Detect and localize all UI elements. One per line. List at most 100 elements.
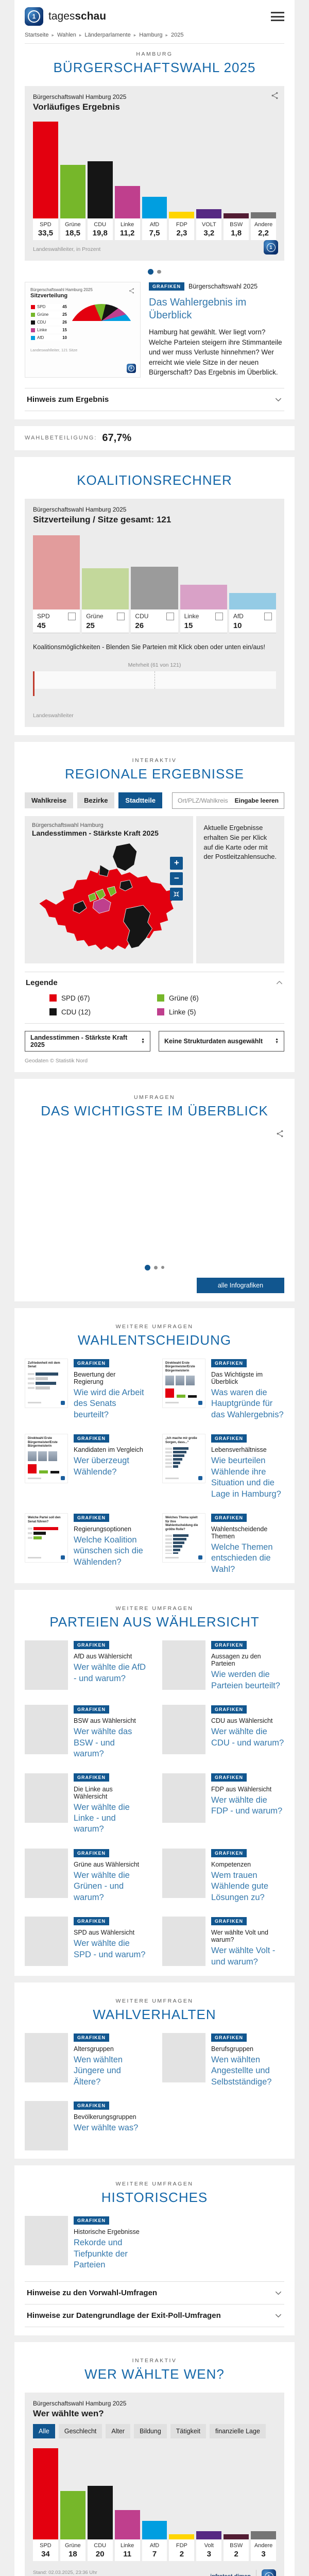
teaser-thumbnail[interactable]: Direktwahl Erste Bürgermeister/Erste Bür…	[162, 1358, 205, 1408]
teaser-thumbnail[interactable]	[162, 1773, 205, 1823]
breadcrumb-item[interactable]: Hamburg	[134, 32, 162, 38]
bar	[33, 2448, 58, 2539]
carousel-dot[interactable]	[153, 1265, 158, 1270]
breadcrumb-item[interactable]: Länderparlamente	[79, 32, 130, 38]
teaser-thumbnail[interactable]: Welche Partei soll den Senat führen?	[25, 1513, 68, 1563]
group-tab[interactable]: Tätigkeit	[170, 2424, 207, 2438]
results-carousel-dots[interactable]	[25, 269, 284, 275]
teaser-thumbnail[interactable]	[25, 1917, 68, 1967]
group-tab[interactable]: Alle	[33, 2424, 55, 2438]
accordion-row[interactable]: Hinweise zur Datengrundlage der Exit-Pol…	[25, 2304, 284, 2327]
teaser-thumbnail[interactable]: Welches Thema spielt für Ihre Wahlentsch…	[162, 1513, 205, 1563]
umfragen-carousel-dots[interactable]	[25, 1264, 284, 1270]
teaser-thumbnail[interactable]	[162, 1640, 205, 1690]
chart-column-SPD[interactable]: SPD 45	[33, 533, 80, 633]
teaser-headline-link[interactable]: Wer wählte die FDP - und warum?	[211, 1795, 283, 1816]
teaser-thumbnail[interactable]	[162, 1705, 205, 1755]
plz-search-input[interactable]: Ort/PLZ/Wahlkreis Eingabe leeren	[172, 792, 284, 809]
group-tab[interactable]: finanzielle Lage	[210, 2424, 266, 2438]
share-icon[interactable]	[128, 287, 135, 294]
party-checkbox[interactable]	[68, 612, 76, 620]
share-icon[interactable]	[270, 91, 279, 100]
teaser-kicker: Die Linke aus Wählersicht	[74, 1785, 113, 1800]
teaser-headline-link[interactable]: Wer wählte die CDU - und warum?	[211, 1727, 284, 1748]
zoom-in-button[interactable]: +	[170, 856, 183, 870]
historisches-section: Weitere Umfragen HISTORISCHES GRAFIKEN H…	[14, 2165, 295, 2335]
coalition-bar-chart[interactable]: SPD 45 Grüne 25 CDU 26 Linke 15 AfD 10	[33, 533, 277, 633]
fit-view-button[interactable]	[170, 887, 183, 901]
teaser-headline-link[interactable]: Wer wählte was?	[74, 2123, 139, 2133]
region-tab[interactable]: Stadtteile	[118, 792, 162, 809]
zoom-out-button[interactable]: −	[170, 872, 183, 885]
teaser-headline-link[interactable]: Wem trauen Wählende gute Lösungen zu?	[211, 1870, 268, 1902]
clear-input-button[interactable]: Eingabe leeren	[234, 796, 279, 804]
region-tab[interactable]: Wahlkreise	[25, 792, 74, 809]
chart-column-Linke[interactable]: Linke 15	[180, 533, 227, 633]
party-checkbox[interactable]	[215, 612, 223, 620]
infratest-dimap-logo: infratest dimap	[210, 2573, 251, 2576]
teaser-headline-link[interactable]: Rekorde und Tiefpunkte der Parteien	[74, 2238, 128, 2270]
teaser-headline-link[interactable]: Wer wählte die Grünen - und warum?	[74, 1870, 130, 1902]
teaser-headline-link[interactable]: Wer wählte die SPD - und warum?	[74, 1939, 146, 1959]
teaser-headline-link[interactable]: Wer wählte die Linke - und warum?	[74, 1802, 130, 1834]
chart-column-Grüne[interactable]: Grüne 25	[82, 533, 129, 633]
teaser-thumbnail[interactable]	[162, 1848, 205, 1898]
region-tab[interactable]: Bezirke	[77, 792, 115, 809]
group-tab[interactable]: Alter	[106, 2424, 131, 2438]
breadcrumb-item[interactable]: 2025	[166, 32, 183, 38]
teaser-thumbnail[interactable]	[25, 2033, 68, 2082]
teaser-headline-link[interactable]: Wen wählten Angestellte und Selbstständi…	[211, 2055, 272, 2087]
structure-data-select[interactable]: Keine Strukturdaten ausgewählt ▲ ▼	[159, 1030, 284, 1052]
teaser-thumbnail[interactable]	[162, 1917, 205, 1967]
carousel-dot-active[interactable]	[144, 1264, 150, 1270]
accordion-hinweis-ergebnis[interactable]: Hinweis zum Ergebnis	[25, 387, 284, 411]
teaser-headline-link[interactable]: Welche Themen entschieden die Wahl?	[211, 1543, 273, 1574]
breadcrumb-item[interactable]: Wahlen	[52, 32, 76, 38]
carousel-dot-active[interactable]	[148, 269, 154, 275]
page-title: BÜRGERSCHAFTSWAHL 2025	[53, 60, 256, 75]
teaser-thumbnail[interactable]	[162, 2033, 205, 2082]
carousel-dot[interactable]	[157, 269, 161, 274]
teaser-thumbnail[interactable]: Zufriedenheit mit dem Senat	[25, 1358, 68, 1408]
seat-card-source: Landeswahlleiter, 121 Sitze	[30, 348, 78, 352]
teaser-headline-link[interactable]: Wen wählten Jüngere und Ältere?	[74, 2055, 123, 2087]
party-checkbox[interactable]	[166, 612, 174, 620]
coalition-card: Bürgerschaftswahl Hamburg 2025 Sitzverte…	[25, 498, 284, 727]
teaser-thumbnail[interactable]	[25, 2101, 68, 2151]
chart-column-AfD[interactable]: AfD 10	[229, 533, 277, 633]
teaser-thumbnail[interactable]	[25, 1705, 68, 1755]
hamburger-menu-icon[interactable]	[271, 12, 284, 21]
teaser-headline-link[interactable]: Wie wird die Arbeit des Senats beurteilt…	[74, 1387, 144, 1419]
group-tab[interactable]: Bildung	[134, 2424, 167, 2438]
teaser-thumbnail[interactable]	[25, 1848, 68, 1898]
map-metric-select[interactable]: Landesstimmen - Stärkste Kraft 2025 ▲ ▼	[25, 1030, 150, 1052]
teaser-headline-link[interactable]: Wie beurteilen Wählende ihre Situation u…	[211, 1456, 281, 1499]
party-checkbox[interactable]	[264, 612, 272, 620]
teaser-headline-link[interactable]: Wer wählte Volt - und warum?	[211, 1946, 276, 1967]
teaser-headline-link[interactable]: Wer wählte die AfD - und warum?	[74, 1663, 146, 1683]
share-icon[interactable]	[276, 1129, 284, 1138]
brand-logo[interactable]: 1 tagesschau	[25, 7, 106, 26]
teaser-thumbnail[interactable]: „Ich mache mir große Sorgen, dass...“	[162, 1434, 205, 1484]
breadcrumb-item[interactable]: Startseite	[25, 32, 49, 38]
teaser-thumbnail[interactable]: Direktwahl Erste Bürgermeister/Erste Bür…	[25, 1434, 68, 1484]
teaser-headline-link[interactable]: Welche Koalition wünschen sich die Wähle…	[74, 1535, 143, 1567]
legend-accordion[interactable]: Legende	[25, 971, 284, 992]
seat-distribution-card[interactable]: Bürgerschaftswahl Hamburg 2025 Sitzverte…	[25, 282, 141, 378]
chart-column-CDU[interactable]: CDU 26	[131, 533, 178, 633]
hamburg-districts-map[interactable]	[32, 842, 186, 955]
teaser-headline-link[interactable]: Wer überzeugt Wählende?	[74, 1456, 129, 1477]
teaser-headline-link[interactable]: Das Wahlergebnis im Überblick	[149, 297, 247, 321]
carousel-dot[interactable]	[161, 1266, 165, 1269]
teaser-thumbnail[interactable]	[25, 1640, 68, 1690]
group-filter-tabs: Alle Geschlecht Alter Bildung Tätigkeit finan…	[33, 2424, 276, 2438]
group-tab[interactable]: Geschlecht	[58, 2424, 102, 2438]
accordion-row[interactable]: Hinweise zu den Vorwahl-Umfragen	[25, 2281, 284, 2304]
teaser-headline-link[interactable]: Wie werden die Parteien beurteilt?	[211, 1670, 280, 1690]
teaser-thumbnail[interactable]	[25, 2216, 68, 2266]
teaser-headline-link[interactable]: Was waren die Hauptgründe für das Wahler…	[211, 1387, 284, 1419]
teaser-headline-link[interactable]: Wer wählte das BSW - und warum?	[74, 1727, 132, 1759]
party-checkbox[interactable]	[117, 612, 125, 620]
teaser-thumbnail[interactable]	[25, 1773, 68, 1823]
all-infographics-button[interactable]: alle Infografiken	[197, 1277, 284, 1293]
